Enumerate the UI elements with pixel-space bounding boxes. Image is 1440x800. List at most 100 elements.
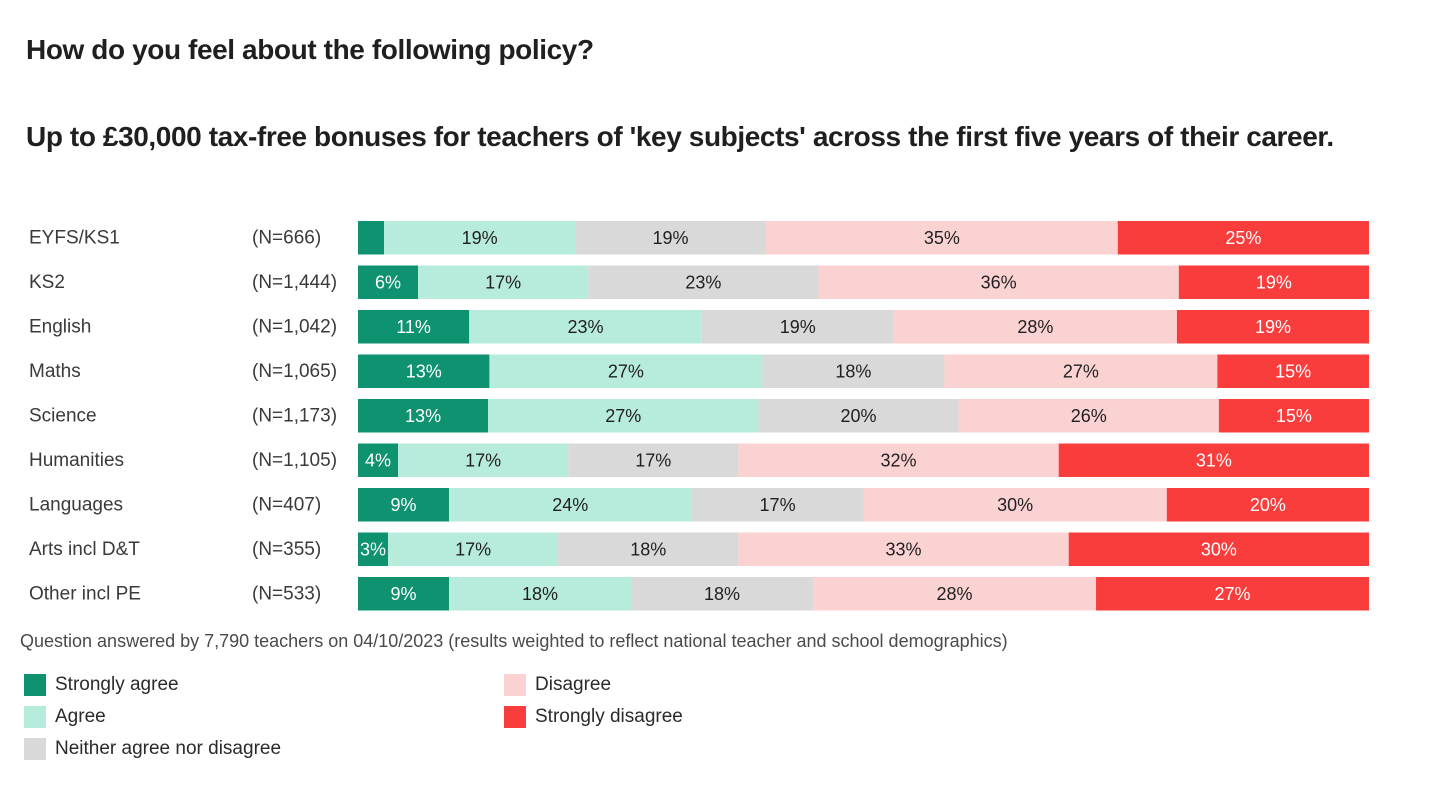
legend-item: Agree xyxy=(24,704,106,730)
legend-item: Strongly disagree xyxy=(504,704,683,730)
bar-segment xyxy=(691,488,864,522)
bar-segment xyxy=(358,310,470,344)
bar-segment xyxy=(958,399,1219,433)
data-label: 26% xyxy=(1071,406,1107,426)
data-label: 23% xyxy=(685,272,721,292)
category-label: EYFS/KS1 xyxy=(29,227,120,248)
sample-size-label: (N=407) xyxy=(252,494,321,515)
data-label: 27% xyxy=(1063,361,1099,381)
data-label: 17% xyxy=(465,450,501,470)
sample-size-label: (N=533) xyxy=(252,583,321,604)
sample-size-label: (N=1,042) xyxy=(252,316,337,337)
data-label: 24% xyxy=(552,495,588,515)
data-label: 30% xyxy=(1201,539,1237,559)
data-label: 11% xyxy=(396,317,431,337)
data-label: 13% xyxy=(405,406,441,426)
bar-segment xyxy=(358,265,419,299)
data-label: 17% xyxy=(635,450,671,470)
data-label: 19% xyxy=(653,228,689,248)
chart-subtitle: Up to £30,000 tax-free bonuses for teach… xyxy=(26,121,1334,152)
bar-segment xyxy=(738,443,1059,477)
sample-size-label: (N=1,065) xyxy=(252,361,337,382)
sample-size-label: (N=1,173) xyxy=(252,405,337,426)
category-label: Other incl PE xyxy=(29,583,141,604)
bar-segment xyxy=(1178,265,1369,299)
data-label: 30% xyxy=(997,495,1033,515)
bar-segment xyxy=(1218,399,1369,433)
bar-segment xyxy=(762,354,945,388)
category-label: Humanities xyxy=(29,450,124,471)
legend-swatch xyxy=(24,674,46,696)
bar-segment xyxy=(358,443,399,477)
legend-swatch xyxy=(504,706,526,728)
bar-segment xyxy=(358,221,385,255)
data-label: 4% xyxy=(365,450,391,470)
legend-item: Strongly agree xyxy=(24,672,179,698)
bar-segment xyxy=(766,221,1118,255)
data-label: 27% xyxy=(605,406,641,426)
data-label: 13% xyxy=(406,361,442,381)
category-label: Languages xyxy=(29,494,123,515)
bar-segment xyxy=(1176,310,1369,344)
bar-segment xyxy=(630,577,813,611)
data-label: 19% xyxy=(1256,272,1292,292)
data-label: 3% xyxy=(360,539,386,559)
data-label: 9% xyxy=(390,495,416,515)
category-label: Maths xyxy=(29,361,81,382)
data-label: 19% xyxy=(1255,317,1291,337)
legend-label: Strongly agree xyxy=(55,674,179,695)
data-label: 18% xyxy=(835,361,871,381)
data-label: 36% xyxy=(981,272,1017,292)
category-label: KS2 xyxy=(29,272,65,293)
bar-segment xyxy=(1096,577,1369,611)
sample-size-label: (N=666) xyxy=(252,227,321,248)
data-label: 31% xyxy=(1196,450,1232,470)
category-label: English xyxy=(29,316,91,337)
bar-segment xyxy=(448,488,692,522)
legend-label: Disagree xyxy=(535,674,612,695)
legend-swatch xyxy=(24,706,46,728)
data-label: 17% xyxy=(485,272,521,292)
legend-swatch xyxy=(24,738,46,760)
bar-segment xyxy=(384,221,576,255)
data-label: 20% xyxy=(840,406,876,426)
bar-segment xyxy=(398,443,569,477)
bar-segment xyxy=(418,265,589,299)
data-label: 17% xyxy=(455,539,491,559)
data-label: 28% xyxy=(936,584,972,604)
bar-segment xyxy=(358,577,449,611)
bar-segment xyxy=(388,532,559,566)
bar-segment xyxy=(358,488,449,522)
bar-segment xyxy=(469,310,702,344)
footnote: Question answered by 7,790 teachers on 0… xyxy=(20,631,1008,651)
bar-segment xyxy=(812,577,1097,611)
bar-segment xyxy=(358,399,489,433)
bar-segment xyxy=(588,265,819,299)
data-label: 32% xyxy=(881,450,917,470)
bar-segment xyxy=(489,354,763,388)
bar-segment xyxy=(738,532,1069,566)
bar-segment xyxy=(893,310,1177,344)
data-label: 20% xyxy=(1250,495,1286,515)
legend-swatch xyxy=(504,674,526,696)
data-label: 35% xyxy=(924,228,960,248)
category-label: Arts incl D&T xyxy=(29,539,140,560)
sample-size-label: (N=355) xyxy=(252,539,321,560)
bar-segment xyxy=(358,532,389,566)
bar-segment xyxy=(1217,354,1369,388)
bar-segment xyxy=(1058,443,1369,477)
bar-segment xyxy=(558,532,739,566)
legend-item: Neither agree nor disagree xyxy=(24,736,281,762)
legend-label: Strongly disagree xyxy=(535,706,683,727)
bar-segment xyxy=(568,443,739,477)
legend-item: Disagree xyxy=(504,672,611,698)
data-label: 18% xyxy=(704,584,740,604)
data-label: 27% xyxy=(1214,584,1250,604)
sample-size-label: (N=1,105) xyxy=(252,450,337,471)
bar-segment xyxy=(701,310,894,344)
data-label: 19% xyxy=(780,317,816,337)
category-label: Science xyxy=(29,405,97,426)
bar-segment xyxy=(818,265,1179,299)
bar-segment xyxy=(1117,221,1369,255)
